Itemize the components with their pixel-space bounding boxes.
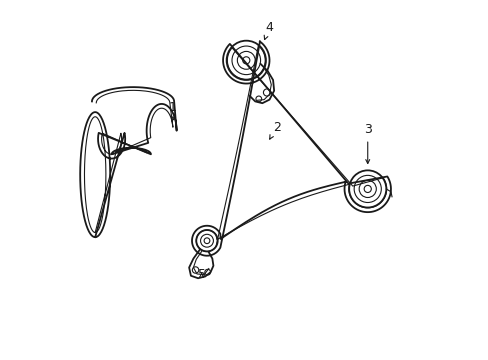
Text: 3: 3 xyxy=(363,123,371,163)
Text: 4: 4 xyxy=(264,21,273,40)
Text: 5: 5 xyxy=(197,268,205,281)
Text: 2: 2 xyxy=(269,121,280,139)
Text: 1: 1 xyxy=(169,101,177,120)
